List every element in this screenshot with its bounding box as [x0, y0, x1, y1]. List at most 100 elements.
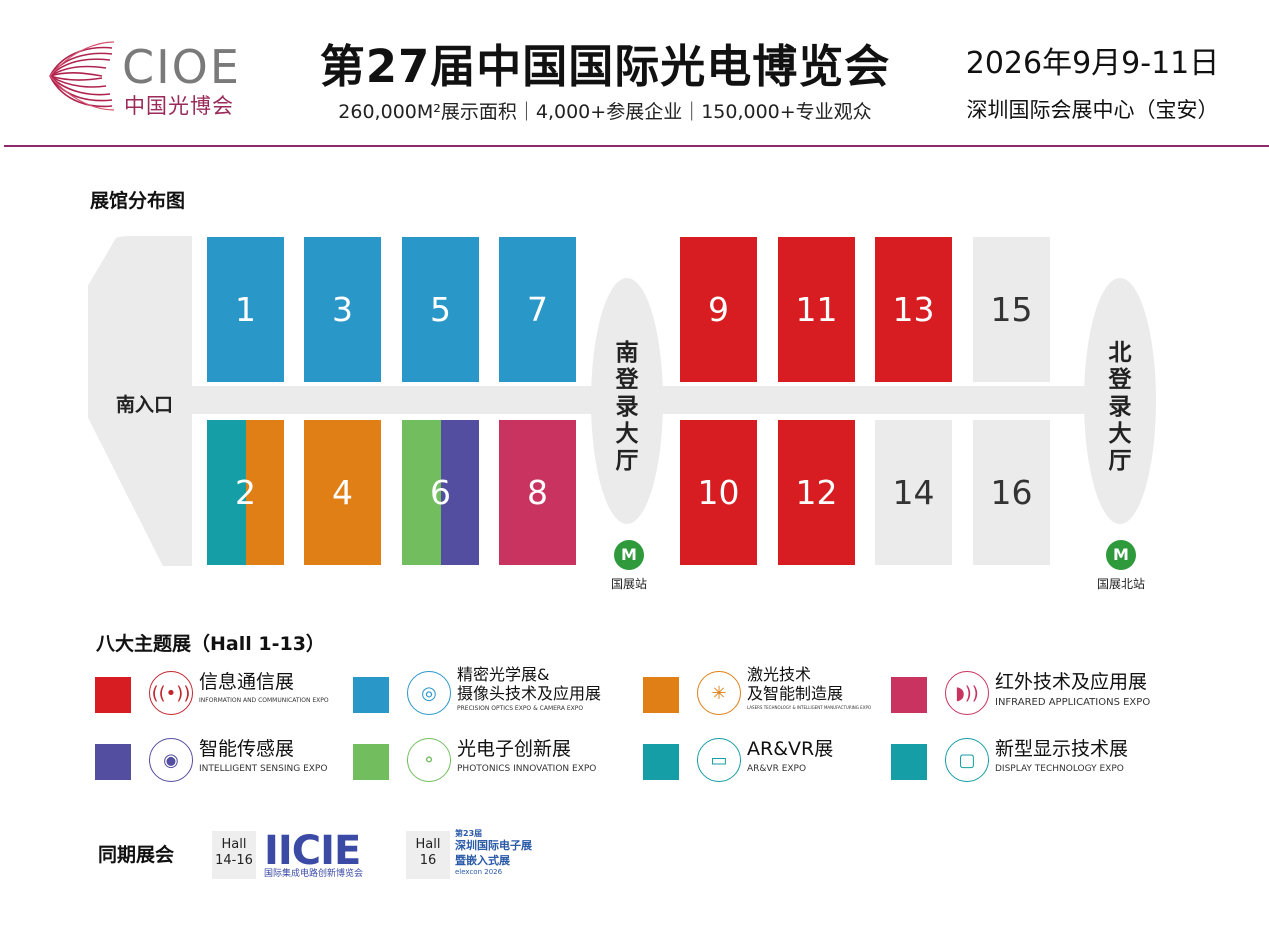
cioe-logo-mark-icon: [49, 41, 115, 111]
antenna-icon: ((•)): [149, 671, 193, 715]
hall-12[interactable]: 12: [778, 420, 855, 565]
hall-number: 4: [332, 473, 353, 512]
hall-1[interactable]: 1: [207, 237, 284, 382]
legend-item-arvr: ▭ AR&VR展 AR&VR EXPO: [643, 738, 873, 784]
display-icon: ▢: [945, 738, 989, 782]
page-title: 第27届中国国际光电博览会: [319, 40, 891, 93]
legend-item-optics: ◎ 精密光学展& 摄像头技术及应用展 PRECISION OPTICS EXPO…: [353, 665, 613, 717]
hall-3[interactable]: 3: [304, 237, 381, 382]
hall-tag-range: 14-16: [215, 853, 253, 868]
legend-swatch: [643, 677, 679, 713]
hall-8[interactable]: 8: [499, 420, 576, 565]
hall-9[interactable]: 9: [680, 237, 757, 382]
legend-en: INFORMATION AND COMMUNICATION EXPO: [199, 697, 329, 704]
south-lobby-label: 南登录大厅: [612, 340, 642, 475]
hall-number: 11: [795, 290, 838, 329]
hall-number: 12: [795, 473, 838, 512]
legend-swatch: [643, 744, 679, 780]
hall-number: 8: [527, 473, 548, 512]
molecule-icon: ⚬: [407, 738, 451, 782]
event-date: 2026年9月9-11日: [965, 46, 1220, 81]
legend-swatch: [891, 744, 927, 780]
legend-item-info-comm: ((•)) 信息通信展 INFORMATION AND COMMUNICATIO…: [95, 671, 335, 717]
legend-en: PHOTONICS INNOVATION EXPO: [457, 764, 597, 774]
legend-zh: 信息通信展: [199, 671, 295, 693]
legend-en: PRECISION OPTICS EXPO & CAMERA EXPO: [457, 705, 584, 712]
south-entrance-label: 南入口: [116, 394, 174, 416]
metro-icon: M: [1106, 540, 1136, 570]
hall-13[interactable]: 13: [875, 237, 952, 382]
hall-6-green-part: [402, 420, 441, 565]
hall-number: 10: [697, 473, 740, 512]
legend-zh-line2: 摄像头技术及应用展: [457, 684, 602, 703]
legend-item-sensing: ◉ 智能传感展 INTELLIGENT SENSING EXPO: [95, 738, 335, 784]
iicie-logo: IICIE: [264, 828, 361, 874]
hall-number: 5: [430, 290, 451, 329]
south-lobby: [591, 278, 663, 524]
lens-icon: ◎: [407, 671, 451, 715]
legend-swatch: [95, 677, 131, 713]
hall-11[interactable]: 11: [778, 237, 855, 382]
metro-south-label: 国展站: [610, 577, 647, 591]
elexcon-line1: 深圳国际电子展: [455, 839, 532, 852]
metro-south: M 国展站: [611, 540, 647, 591]
eye-icon: ◉: [149, 738, 193, 782]
north-lobby: [1084, 278, 1156, 524]
hall-6[interactable]: 6: [402, 420, 479, 565]
laser-icon: ✳: [697, 671, 741, 715]
page-subtitle: 260,000M²展示面积｜4,000+参展企业｜150,000+专业观众: [338, 101, 872, 123]
vr-headset-icon: ▭: [697, 738, 741, 782]
hall-10[interactable]: 10: [680, 420, 757, 565]
hall-16[interactable]: 16: [973, 420, 1050, 565]
legend-item-photonics: ⚬ 光电子创新展 PHOTONICS INNOVATION EXPO: [353, 738, 613, 784]
hall-number: 3: [332, 290, 353, 329]
lobby-char: 北: [1108, 340, 1132, 366]
lobby-char: 厅: [615, 448, 639, 474]
hall-number: 2: [235, 473, 256, 512]
elexcon-brand: elexcon 2026: [455, 868, 503, 876]
hall-number: 1: [235, 290, 256, 329]
concurrent-title: 同期展会: [98, 844, 175, 866]
legend-zh: 红外技术及应用展: [995, 671, 1148, 693]
hall-number: 16: [990, 473, 1033, 512]
hall-2[interactable]: 2: [207, 420, 284, 565]
legend-swatch: [353, 744, 389, 780]
legend-zh: AR&VR展: [747, 738, 834, 760]
lobby-char: 登: [1108, 367, 1132, 393]
hall-14[interactable]: 14: [875, 420, 952, 565]
elexcon-line2: 暨嵌入式展: [455, 854, 510, 867]
lobby-char: 大: [615, 421, 639, 447]
lobby-char: 厅: [1108, 448, 1132, 474]
hall-number: 7: [527, 290, 548, 329]
elexcon-edition: 第23届: [455, 829, 483, 838]
infrared-icon: ◗)): [945, 671, 989, 715]
hall-7[interactable]: 7: [499, 237, 576, 382]
hall-tag-word: Hall: [221, 837, 247, 852]
legend-zh-line1: 精密光学展&: [457, 665, 550, 684]
hall-4[interactable]: 4: [304, 420, 381, 565]
hall-number: 14: [892, 473, 935, 512]
hall-tag-elexcon: Hall 16: [406, 831, 450, 879]
legend-en: INFRARED APPLICATIONS EXPO: [995, 697, 1151, 708]
legend-zh: 光电子创新展: [457, 738, 572, 760]
map-title: 展馆分布图: [90, 190, 186, 212]
iicie-cn: 国际集成电路创新博览会: [264, 869, 364, 879]
legend-swatch: [891, 677, 927, 713]
hall-5[interactable]: 5: [402, 237, 479, 382]
hall-number: 15: [990, 290, 1033, 329]
event-venue: 深圳国际会展中心（宝安）: [966, 98, 1219, 122]
metro-icon: M: [614, 540, 644, 570]
legend-en: INTELLIGENT SENSING EXPO: [199, 764, 328, 774]
metro-north: M 国展北站: [1097, 540, 1145, 591]
hall-number: 6: [430, 473, 451, 512]
hall-tag-range: 16: [419, 853, 437, 868]
legend-zh: 新型显示技术展: [995, 738, 1129, 760]
logo-text: CIOE: [122, 40, 241, 94]
legend-title: 八大主题展（Hall 1-13）: [96, 633, 325, 655]
hall-tag-word: Hall: [415, 837, 441, 852]
lobby-char: 大: [1108, 421, 1132, 447]
legend-en: DISPLAY TECHNOLOGY EXPO: [995, 764, 1124, 774]
hall-15[interactable]: 15: [973, 237, 1050, 382]
legend-zh-line2: 及智能制造展: [747, 684, 844, 703]
